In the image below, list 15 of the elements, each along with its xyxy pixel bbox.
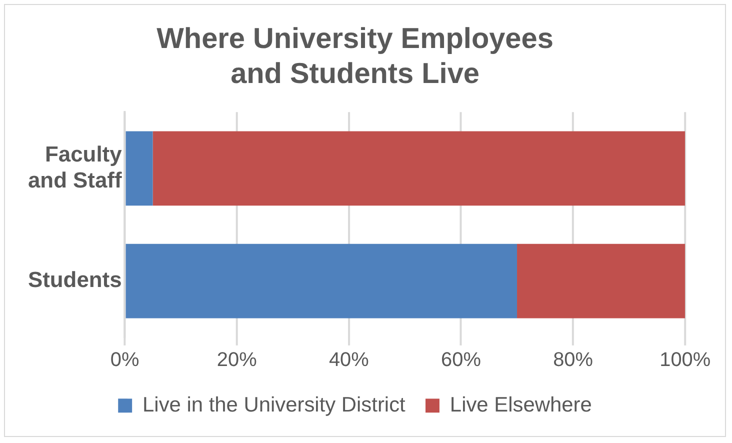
- bar: [126, 244, 518, 318]
- y-tick-label: Faculty and Staff: [28, 141, 123, 193]
- x-tick-label: 60%: [441, 348, 481, 371]
- x-tick-label: 20%: [216, 348, 257, 371]
- legend-label: Live Elsewhere: [450, 393, 592, 416]
- bar: [152, 131, 686, 206]
- x-tick-label: 40%: [328, 348, 369, 371]
- x-tick-label: 100%: [660, 348, 711, 371]
- bar: [517, 244, 686, 318]
- legend-label: Live in the University District: [142, 393, 406, 416]
- y-tick-label: Students: [28, 267, 122, 292]
- chart-title: Where University Employees and Students Live: [156, 23, 554, 90]
- x-tick-label: 0%: [110, 348, 140, 371]
- bar: [126, 131, 153, 206]
- x-tick-label: 80%: [553, 348, 593, 371]
